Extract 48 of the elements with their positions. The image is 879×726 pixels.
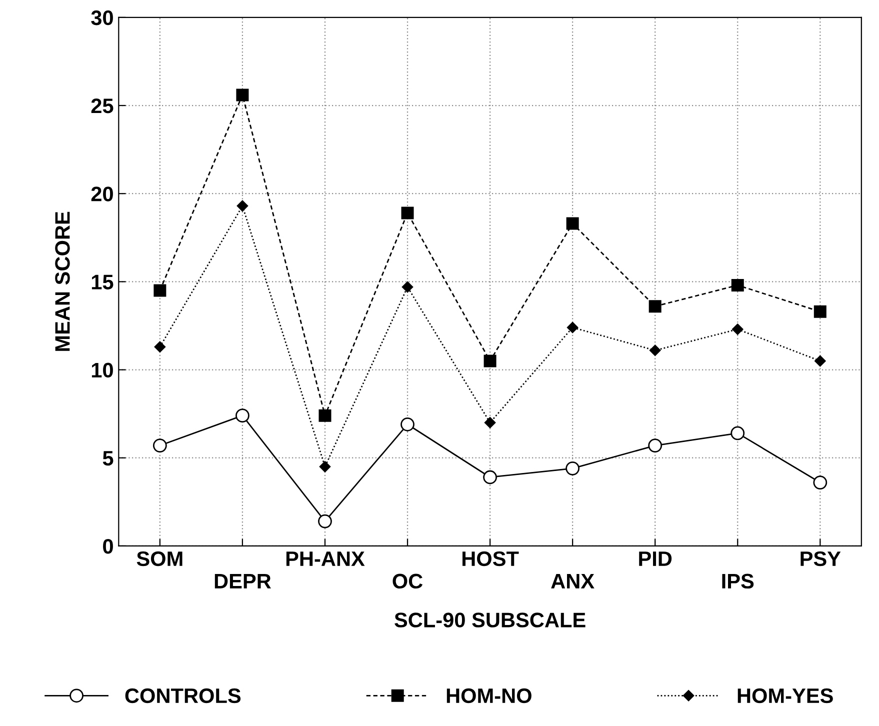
x-tick-label: ANX bbox=[551, 574, 594, 588]
point bbox=[483, 470, 497, 484]
point bbox=[566, 461, 580, 476]
y-tick-label: 20 bbox=[91, 186, 113, 202]
legend-label: HOM-YES bbox=[738, 688, 833, 704]
legend-label: HOM-NO bbox=[446, 688, 532, 704]
x-tick-label: SOM bbox=[136, 551, 182, 566]
point bbox=[236, 88, 249, 102]
y-tick-label: 5 bbox=[102, 451, 114, 466]
point bbox=[814, 305, 826, 318]
point bbox=[731, 278, 744, 292]
point bbox=[566, 217, 579, 230]
x-tick-label: PID bbox=[639, 552, 672, 566]
y-axis-title: MEAN SCORE bbox=[55, 212, 70, 351]
legend-label: CONTROLS bbox=[125, 688, 241, 704]
point bbox=[154, 284, 166, 297]
point bbox=[484, 417, 496, 428]
y-tick-label: 25 bbox=[91, 98, 114, 114]
x-tick-label: OC bbox=[392, 574, 423, 589]
x-axis-title: SCL-90 SUBSCALE bbox=[394, 612, 586, 628]
point bbox=[813, 476, 828, 490]
point bbox=[402, 281, 414, 293]
x-tick-label: DEPR bbox=[214, 574, 271, 588]
point bbox=[318, 514, 332, 528]
point bbox=[236, 200, 248, 212]
x-tick-label: PSY bbox=[800, 551, 841, 566]
y-tick-label: 10 bbox=[92, 362, 113, 378]
point bbox=[732, 324, 744, 335]
point bbox=[648, 438, 662, 452]
point bbox=[400, 417, 414, 432]
y-tick-label: 0 bbox=[103, 538, 113, 554]
point bbox=[484, 354, 496, 368]
point bbox=[730, 426, 745, 440]
point bbox=[318, 409, 332, 422]
point bbox=[649, 344, 661, 356]
x-tick-label: PH-ANX bbox=[286, 552, 365, 566]
point bbox=[566, 322, 578, 334]
point bbox=[152, 438, 167, 452]
x-tick-label: IPS bbox=[722, 574, 754, 589]
point bbox=[154, 341, 166, 352]
point bbox=[236, 408, 250, 423]
y-tick-label: 15 bbox=[92, 274, 114, 290]
y-tick-label: 30 bbox=[91, 10, 113, 26]
x-tick-label: HOST bbox=[462, 551, 519, 566]
point bbox=[319, 461, 331, 472]
point bbox=[814, 355, 826, 367]
point bbox=[648, 300, 662, 313]
point bbox=[401, 206, 414, 220]
